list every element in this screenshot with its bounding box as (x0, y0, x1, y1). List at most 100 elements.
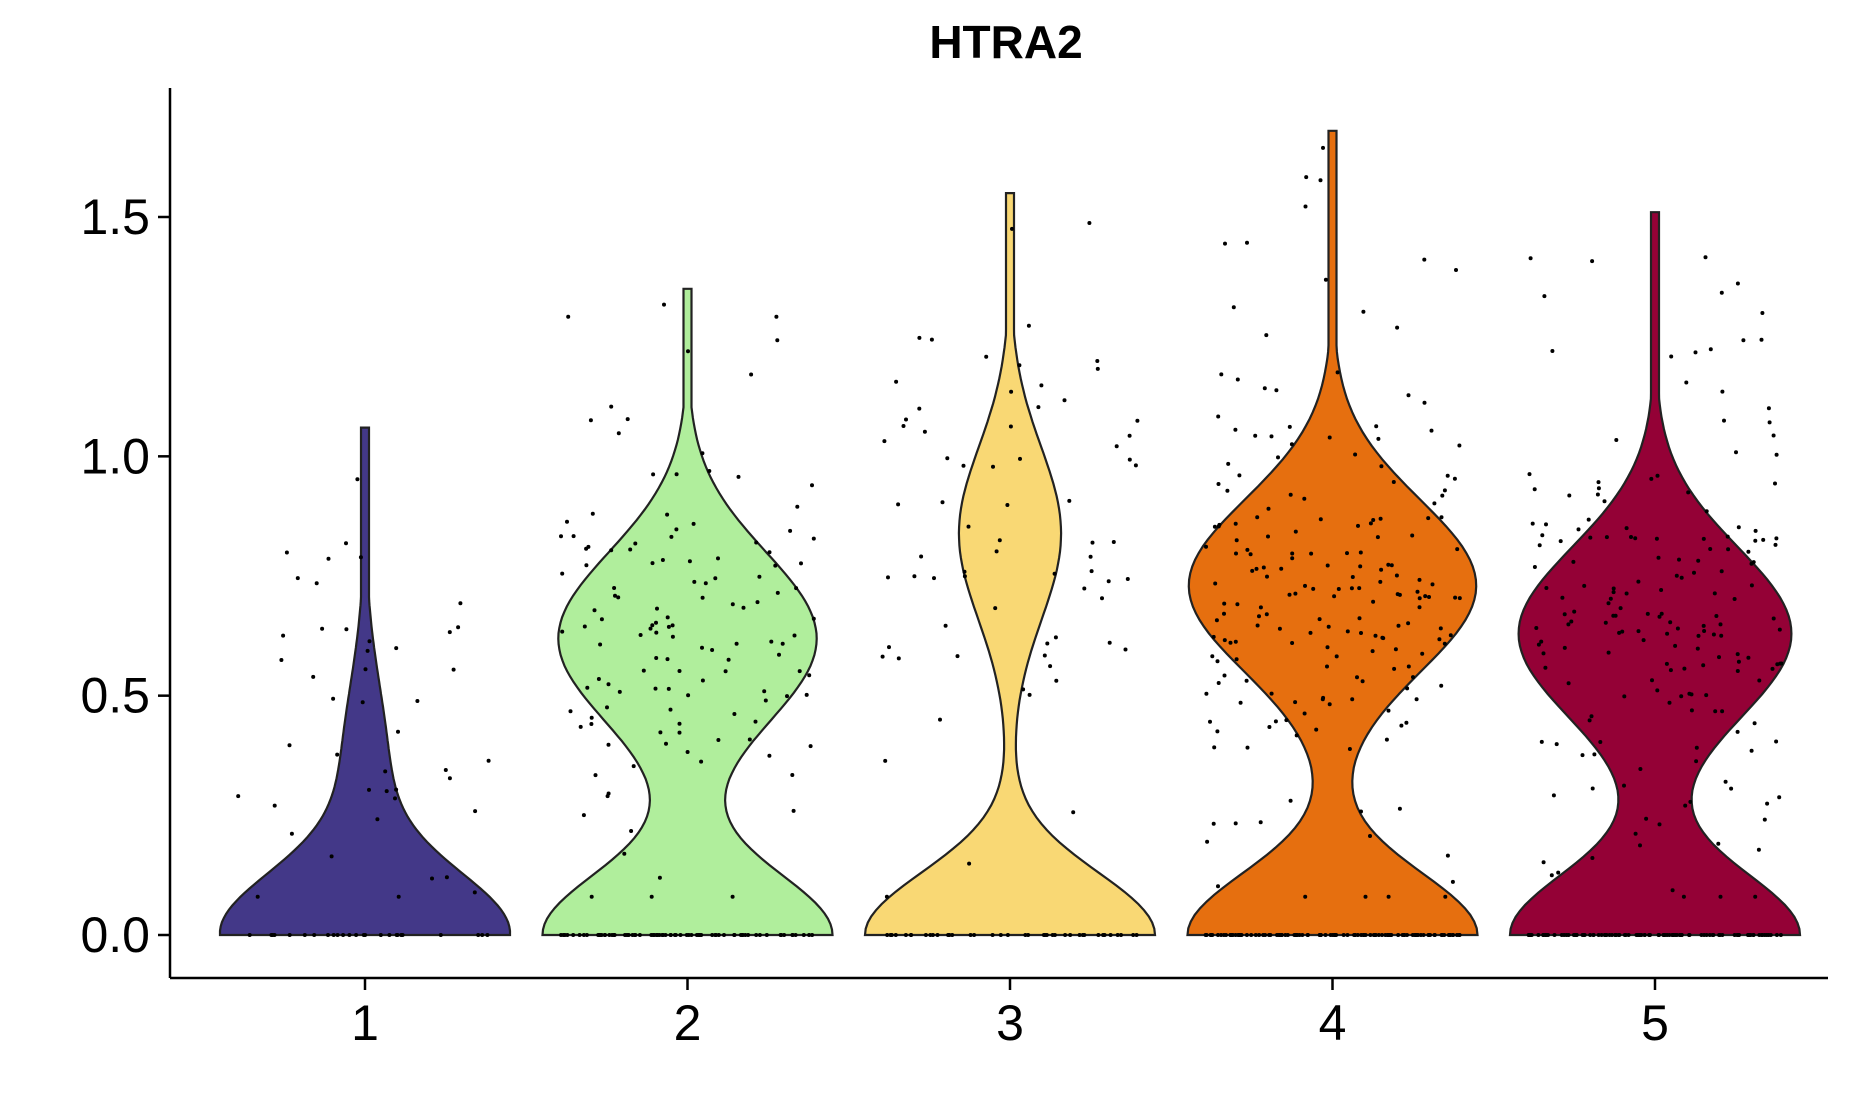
data-point (938, 717, 942, 722)
data-point (1718, 622, 1723, 627)
data-point (1211, 634, 1216, 639)
data-point (1255, 515, 1260, 520)
data-point (1702, 629, 1707, 633)
data-point (1701, 536, 1706, 541)
data-point (1368, 933, 1373, 937)
data-point (1385, 933, 1390, 937)
data-point (638, 633, 643, 637)
data-point (904, 417, 908, 422)
data-point (1350, 575, 1355, 579)
data-point (287, 933, 292, 937)
data-point (1262, 386, 1267, 391)
data-point (666, 624, 671, 629)
data-point (1219, 933, 1224, 937)
data-point (560, 629, 565, 634)
data-point (1558, 539, 1563, 544)
data-point (616, 595, 621, 600)
data-point (1054, 678, 1059, 683)
data-point (1332, 594, 1337, 599)
data-point (1026, 323, 1031, 328)
data-point (654, 656, 659, 660)
data-point (1571, 559, 1576, 564)
data-point (279, 658, 284, 662)
data-point (1317, 617, 1322, 622)
data-point (1135, 418, 1140, 423)
data-point (811, 536, 816, 541)
data-point (763, 698, 768, 703)
data-point (565, 519, 569, 524)
data-point (804, 692, 809, 697)
data-point (585, 685, 590, 690)
data-point (1053, 635, 1058, 640)
data-point (1380, 635, 1385, 640)
data-point (1702, 933, 1707, 937)
data-point (606, 682, 611, 687)
data-point (774, 314, 779, 319)
data-point (596, 677, 601, 681)
data-point (1350, 697, 1355, 702)
data-point (1696, 558, 1701, 563)
data-point (1210, 654, 1215, 659)
data-point (447, 776, 452, 781)
data-point (1265, 574, 1269, 579)
data-point (932, 576, 936, 581)
data-point (1679, 575, 1684, 580)
data-point (1639, 933, 1644, 937)
data-point (1374, 424, 1379, 429)
data-point (1564, 933, 1569, 937)
data-point (655, 933, 660, 937)
data-point (1127, 433, 1132, 438)
data-point (1603, 620, 1608, 625)
data-point (990, 933, 995, 937)
data-point (1708, 547, 1713, 551)
data-point (1674, 573, 1679, 578)
data-point (344, 627, 349, 632)
data-point (1010, 226, 1014, 231)
data-point (1396, 933, 1401, 937)
data-point (736, 474, 741, 479)
data-point (1613, 613, 1618, 618)
data-point (1427, 595, 1431, 599)
data-point (1717, 655, 1721, 660)
data-point (281, 633, 286, 638)
data-point (1375, 535, 1380, 540)
data-point (1774, 933, 1779, 937)
data-point (1321, 145, 1325, 150)
data-point (247, 933, 252, 937)
data-point (1349, 586, 1354, 591)
data-point (1670, 888, 1675, 893)
data-point (367, 639, 372, 644)
data-point (790, 773, 795, 777)
data-point (1645, 611, 1650, 616)
data-point (485, 933, 490, 937)
data-point (972, 933, 977, 937)
data-point (1210, 933, 1215, 937)
data-point (1536, 642, 1541, 647)
data-point (1654, 536, 1659, 541)
data-point (1320, 697, 1325, 702)
data-point (335, 752, 340, 757)
data-point (1406, 621, 1411, 626)
data-point (344, 541, 348, 546)
data-point (1226, 461, 1231, 466)
data-point (1701, 663, 1706, 668)
data-point (1359, 809, 1363, 814)
data-point (1644, 816, 1649, 821)
data-point (1661, 933, 1666, 937)
data-point (1638, 767, 1643, 771)
data-point (655, 606, 659, 611)
data-point (393, 796, 397, 801)
data-point (1753, 894, 1758, 899)
data-point (1771, 433, 1776, 438)
data-point (1284, 718, 1289, 723)
data-point (764, 933, 769, 937)
data-point (883, 758, 888, 763)
data-point (1114, 444, 1119, 449)
data-point (1537, 543, 1542, 548)
data-point (599, 617, 604, 622)
data-point (1423, 594, 1428, 599)
data-point (1722, 418, 1726, 423)
data-point (1774, 739, 1779, 744)
data-point (1713, 709, 1718, 714)
data-point (1325, 563, 1330, 568)
